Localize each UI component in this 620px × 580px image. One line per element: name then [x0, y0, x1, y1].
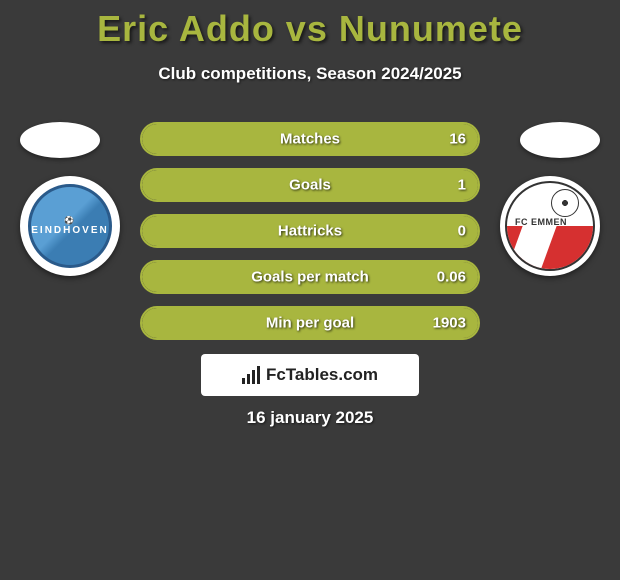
stat-label: Goals per match — [251, 269, 369, 286]
stat-value-right: 0 — [458, 223, 466, 240]
subtitle: Club competitions, Season 2024/2025 — [0, 64, 620, 84]
stat-value-right: 1 — [458, 177, 466, 194]
stat-row-matches: Matches 16 — [140, 122, 480, 156]
fc-eindhoven-badge: ⚽ EINDHOVEN — [28, 184, 112, 268]
source-label: FcTables.com — [266, 365, 378, 385]
stat-value-right: 1903 — [433, 315, 466, 332]
stat-value-right: 16 — [449, 131, 466, 148]
source-badge[interactable]: FcTables.com — [201, 354, 419, 396]
stat-label: Goals — [289, 177, 331, 194]
stats-panel: Matches 16 Goals 1 Hattricks 0 Goals per… — [140, 122, 480, 352]
stat-value-right: 0.06 — [437, 269, 466, 286]
player-avatar-left — [20, 122, 100, 158]
stat-row-hattricks: Hattricks 0 — [140, 214, 480, 248]
player-avatar-right — [520, 122, 600, 158]
stat-label: Hattricks — [278, 223, 342, 240]
page-title: Eric Addo vs Nunumete — [0, 0, 620, 50]
fc-emmen-badge: FC EMMEN — [505, 181, 595, 271]
date-label: 16 january 2025 — [0, 408, 620, 428]
stat-row-goals-per-match: Goals per match 0.06 — [140, 260, 480, 294]
stat-row-min-per-goal: Min per goal 1903 — [140, 306, 480, 340]
stat-label: Matches — [280, 131, 340, 148]
club-logo-left: ⚽ EINDHOVEN — [20, 176, 120, 276]
club-logo-right: FC EMMEN — [500, 176, 600, 276]
bars-icon — [242, 366, 260, 384]
stat-row-goals: Goals 1 — [140, 168, 480, 202]
stat-label: Min per goal — [266, 315, 354, 332]
